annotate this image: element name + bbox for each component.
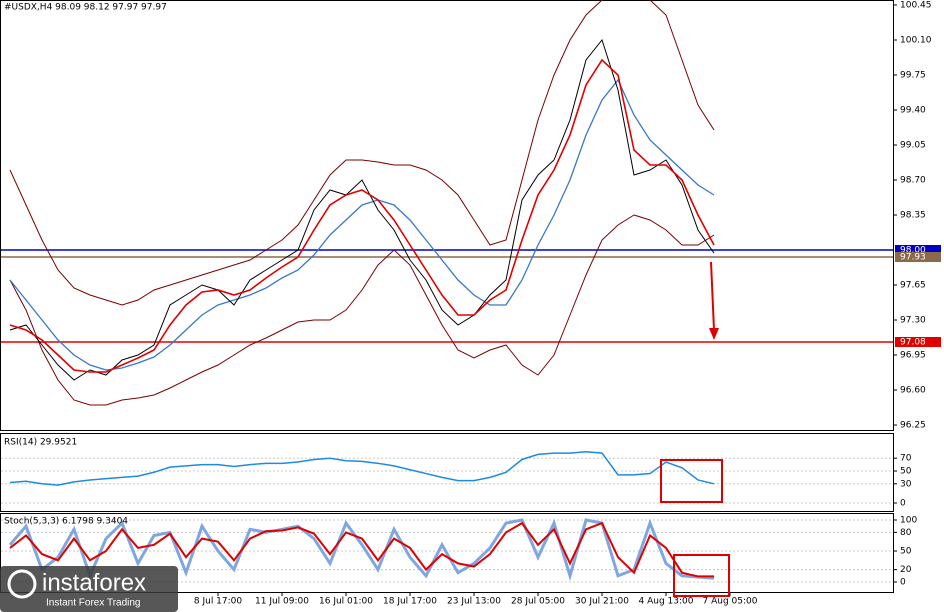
- chart-title: #USDX,H4 98.09 98.12 97.97 97.97: [4, 3, 167, 13]
- stoch-title: Stoch(5,3,3) 6.1798 9.3404: [4, 517, 128, 527]
- level-tag: [895, 337, 941, 347]
- series-line: [9, 214, 715, 406]
- logo: [7, 569, 37, 599]
- level-label: 97.08: [900, 338, 926, 348]
- y-tick-label: 70: [900, 454, 912, 464]
- x-tick-label: 18 Jul 17:00: [383, 597, 437, 607]
- y-tick-label: 0: [900, 499, 906, 509]
- y-tick-label: 50: [900, 547, 912, 557]
- y-tick-label: 30: [900, 479, 912, 489]
- arrow: [710, 261, 715, 331]
- y-tick-label: 96.25: [900, 421, 926, 431]
- series-line: [9, 78, 715, 371]
- x-tick-label: 30 Jul 21:00: [575, 597, 629, 607]
- watermark-box: [0, 566, 178, 612]
- arrow-head: [709, 328, 719, 340]
- series-line: [9, 451, 715, 486]
- y-tick-label: 50: [900, 467, 912, 477]
- level-label: 97.93: [900, 253, 926, 263]
- highlight-box: [673, 554, 730, 597]
- series-line: [9, 0, 715, 306]
- highlight-box: [660, 459, 723, 503]
- x-tick-label: 8 Jul 17:00: [194, 597, 243, 607]
- series-line: [9, 521, 714, 578]
- x-tick-label: 4 Aug 13:00: [639, 597, 694, 607]
- y-tick-label: 99.05: [900, 141, 926, 151]
- y-tick-label: 96.95: [900, 351, 926, 361]
- y-tick-label: 97.30: [900, 316, 926, 326]
- x-tick-label: 23 Jul 13:00: [447, 597, 501, 607]
- series-line: [9, 38, 715, 381]
- y-tick-label: 0: [900, 578, 906, 588]
- x-tick-label: 28 Jul 05:00: [511, 597, 565, 607]
- x-tick-label: 16 Jul 01:00: [319, 597, 373, 607]
- y-tick-label: 99.75: [900, 71, 926, 81]
- stoch-pane: [0, 513, 894, 593]
- rsi-pane: [0, 433, 894, 512]
- level-tag: [895, 245, 941, 255]
- y-tick-label: 96.60: [900, 386, 926, 396]
- y-tick-label: 20: [900, 565, 912, 575]
- y-tick-label: 100: [900, 516, 917, 526]
- y-tick-label: 99.40: [900, 106, 926, 116]
- y-tick-label: 98.35: [900, 211, 926, 221]
- level-tag: [895, 252, 941, 262]
- y-tick-label: 100.10: [900, 36, 932, 46]
- series-line: [9, 58, 715, 373]
- x-tick-label: 7 Aug 05:00: [703, 597, 758, 607]
- x-tick-label: 11 Jul 09:00: [255, 597, 309, 607]
- level-label: 98.00: [900, 246, 926, 256]
- y-tick-label: 97.65: [900, 281, 926, 291]
- watermark-slogan: Instant Forex Trading: [46, 598, 141, 609]
- rsi-title: RSI(14) 29.9521: [4, 438, 77, 448]
- watermark-name: instaforex: [42, 569, 146, 596]
- y-tick-label: 100.45: [900, 1, 932, 11]
- main-pane: [0, 0, 894, 431]
- y-tick-label: 80: [900, 528, 912, 538]
- y-tick-label: 98.70: [900, 176, 926, 186]
